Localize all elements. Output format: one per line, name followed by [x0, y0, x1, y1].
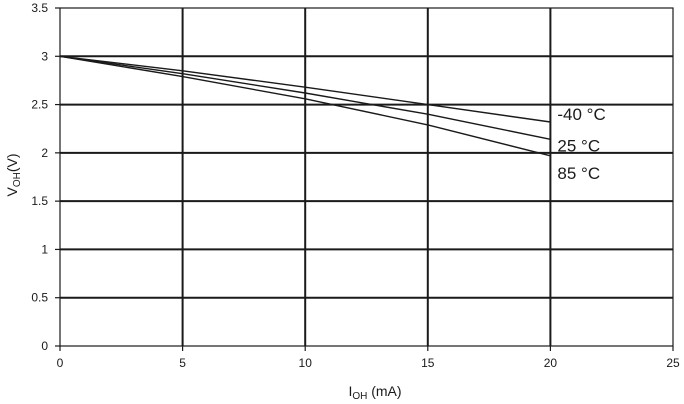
y-axis-label-main: V [4, 187, 20, 197]
plot-frame [59, 7, 674, 347]
series-line-2 [59, 55, 551, 157]
x-tick-label: 10 [299, 356, 313, 370]
y-tick-label: 1.5 [31, 194, 48, 208]
svg-text:IOH (mA): IOH (mA) [348, 383, 401, 402]
y-tick-label: 1 [41, 242, 48, 256]
series-label-0: -40 °C [557, 105, 605, 124]
x-tick-label: 25 [666, 356, 680, 370]
y-tick-label: 0 [41, 339, 48, 353]
x-axis-label-sub: OH [352, 391, 367, 402]
y-tick-label: 3 [41, 49, 48, 63]
y-tick-label: 3.5 [31, 1, 48, 15]
series-label-1: 25 °C [557, 136, 600, 155]
tick-marks: 0 5 10 15 20 25 0 0.5 1 1.5 2 2.5 3 3.5 [31, 1, 680, 370]
x-axis-label-main: I [348, 383, 352, 399]
y-axis-label-sub: OH [12, 172, 23, 187]
svg-text:VOH(V): VOH(V) [4, 153, 23, 196]
x-tick-label: 5 [179, 356, 186, 370]
y-tick-label: 2 [41, 146, 48, 160]
x-axis-label-suffix: (mA) [367, 383, 401, 399]
x-tick-label: 20 [544, 356, 558, 370]
series-line-0 [59, 55, 551, 123]
y-axis-label: VOH(V) [4, 153, 23, 196]
y-tick-label: 2.5 [31, 98, 48, 112]
x-tick-label: 0 [57, 356, 64, 370]
series-label-2: 85 °C [557, 164, 600, 183]
series-line-1 [59, 55, 551, 140]
y-tick-label: 0.5 [31, 291, 48, 305]
series-group: -40 °C 25 °C 85 °C [59, 55, 606, 183]
grid-lines [60, 8, 673, 346]
x-axis-label: IOH (mA) [348, 383, 401, 402]
x-tick-label: 15 [421, 356, 435, 370]
y-axis-label-suffix: (V) [4, 153, 20, 172]
